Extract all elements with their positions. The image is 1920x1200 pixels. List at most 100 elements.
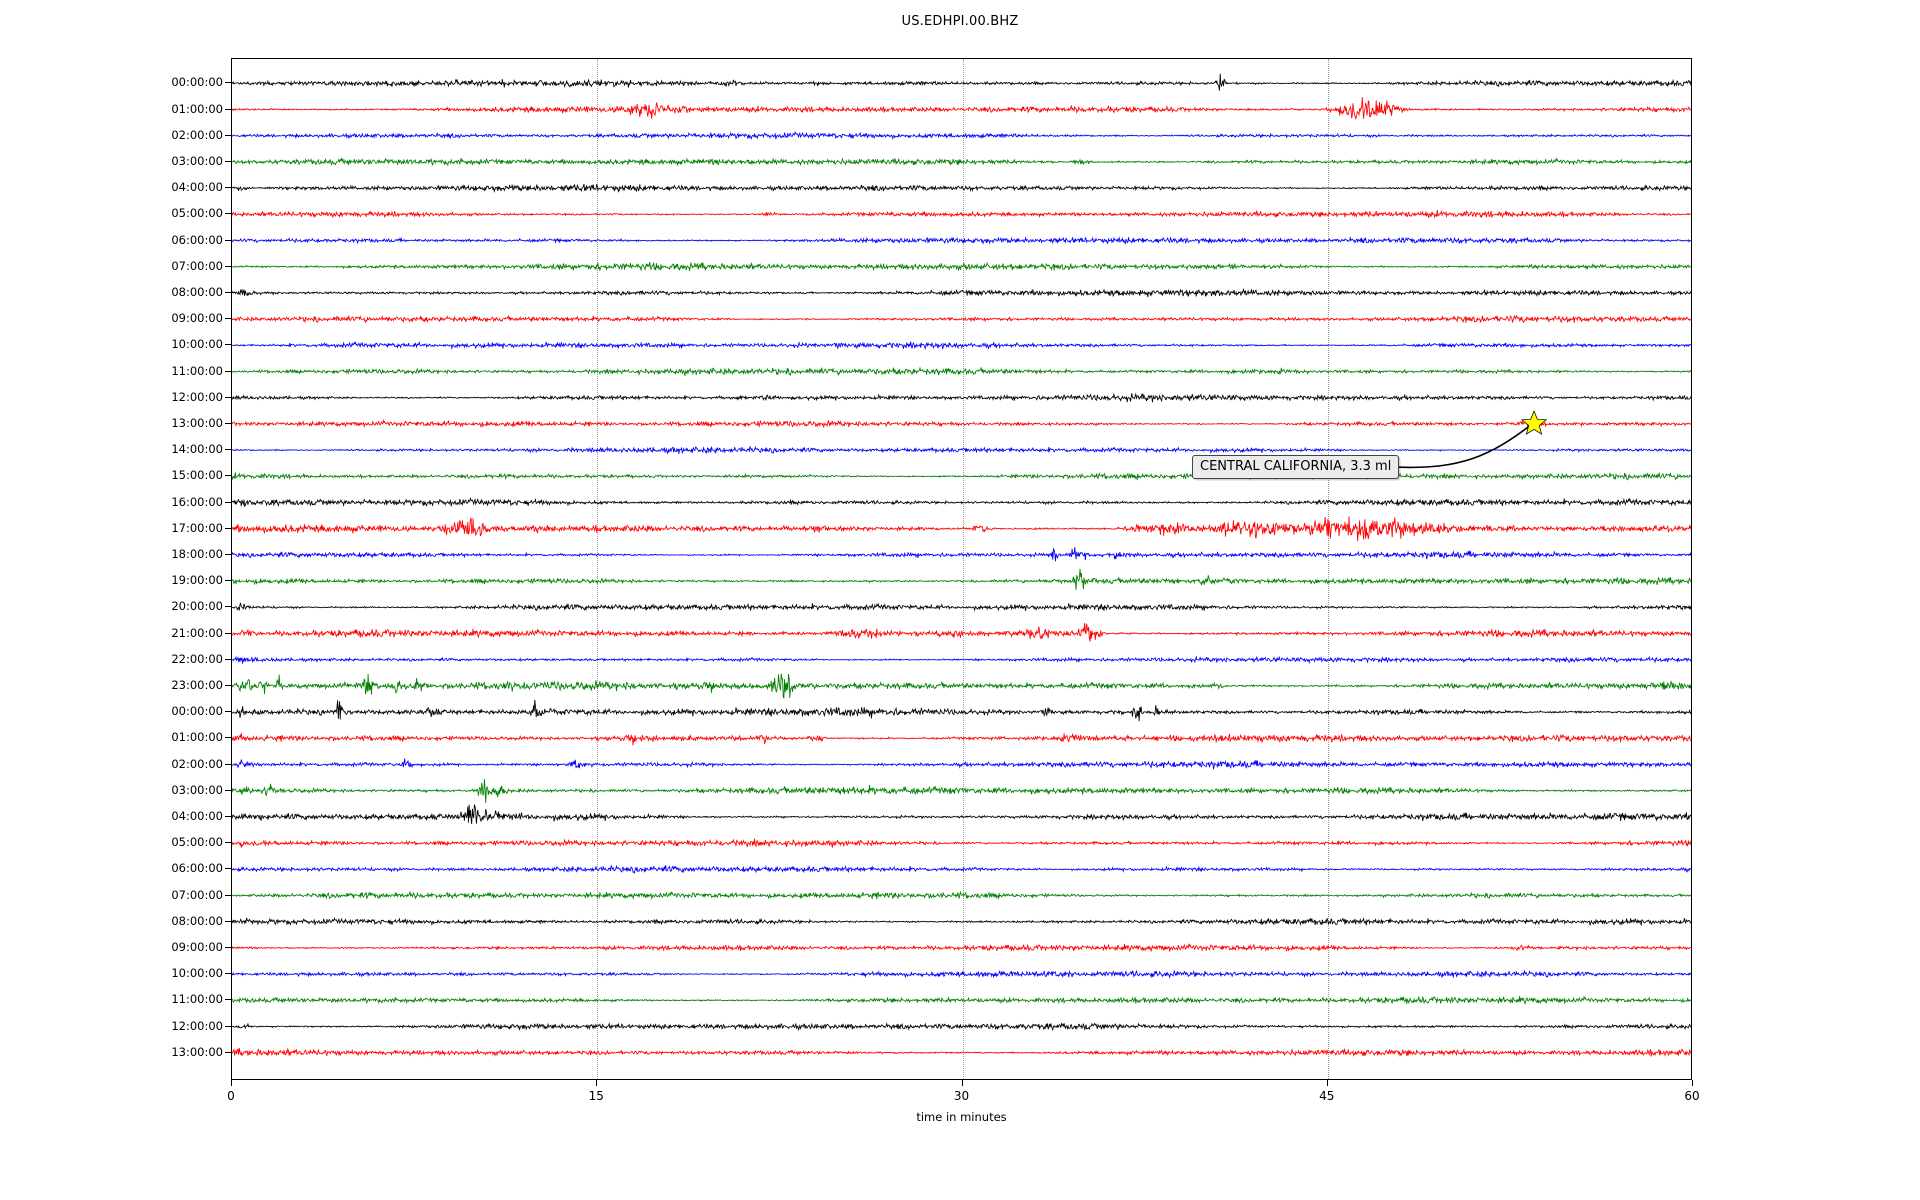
y-tick-mark (225, 894, 231, 896)
y-tick-label: 21:00:00 (171, 625, 223, 640)
y-tick-mark (225, 396, 231, 398)
y-tick-mark (225, 868, 231, 870)
x-tick-label: 15 (588, 1089, 604, 1103)
y-tick-label: 03:00:00 (171, 782, 223, 797)
y-tick-label: 07:00:00 (171, 887, 223, 902)
seismic-trace (232, 673, 1691, 699)
y-tick-mark (225, 711, 231, 713)
y-tick-label: 02:00:00 (171, 756, 223, 771)
x-axis-title: time in minutes (916, 1110, 1007, 1124)
seismic-trace (232, 622, 1691, 642)
y-tick-label: 11:00:00 (171, 363, 223, 378)
seismic-trace (232, 602, 1691, 612)
x-tick-mark (1692, 1080, 1693, 1086)
seismic-trace (232, 209, 1691, 219)
seismic-trace (232, 445, 1691, 455)
y-tick-label: 01:00:00 (171, 730, 223, 745)
y-tick-mark (225, 82, 231, 84)
y-tick-mark (225, 632, 231, 634)
y-tick-label: 16:00:00 (171, 494, 223, 509)
y-tick-mark (225, 580, 231, 582)
y-tick-label: 08:00:00 (171, 284, 223, 299)
gridline-x-15 (597, 59, 599, 1079)
seismic-trace (232, 758, 1691, 770)
seismic-trace (232, 699, 1691, 722)
seismic-traces (232, 73, 1691, 1058)
y-tick-label: 06:00:00 (171, 232, 223, 247)
seismic-trace (232, 779, 1691, 804)
seismic-trace (232, 890, 1691, 900)
plot-area (231, 58, 1692, 1080)
seismic-trace (232, 366, 1691, 377)
y-tick-mark (225, 842, 231, 844)
y-tick-mark (225, 239, 231, 241)
y-tick-mark (225, 134, 231, 136)
x-tick-mark (231, 1080, 232, 1086)
y-tick-label: 14:00:00 (171, 442, 223, 457)
event-annotation-label: CENTRAL CALIFORNIA, 3.3 ml (1192, 455, 1400, 480)
y-tick-label: 00:00:00 (171, 704, 223, 719)
y-tick-label: 03:00:00 (171, 153, 223, 168)
seismic-trace (232, 97, 1691, 120)
y-tick-label: 19:00:00 (171, 573, 223, 588)
seismic-trace (232, 969, 1691, 979)
y-tick-label: 06:00:00 (171, 861, 223, 876)
y-tick-label: 20:00:00 (171, 599, 223, 614)
y-tick-mark (225, 920, 231, 922)
y-tick-mark (225, 1051, 231, 1053)
seismic-trace (232, 236, 1691, 246)
x-tick-mark (1326, 1080, 1328, 1086)
y-tick-label: 10:00:00 (171, 337, 223, 352)
y-tick-label: 02:00:00 (171, 127, 223, 142)
y-tick-label: 11:00:00 (171, 992, 223, 1007)
y-tick-label: 15:00:00 (171, 468, 223, 483)
annotation-leader-line (1399, 422, 1535, 469)
x-tick-mark (596, 1080, 598, 1086)
seismic-trace (232, 1047, 1691, 1058)
y-tick-mark (225, 213, 231, 215)
seismic-trace (232, 261, 1691, 272)
seismic-trace (232, 864, 1691, 875)
y-tick-label: 17:00:00 (171, 520, 223, 535)
y-tick-label: 13:00:00 (171, 415, 223, 430)
y-tick-mark (225, 265, 231, 267)
y-tick-label: 10:00:00 (171, 966, 223, 981)
y-tick-label: 12:00:00 (171, 389, 223, 404)
y-tick-label: 04:00:00 (171, 808, 223, 823)
seismic-trace (232, 732, 1691, 746)
y-tick-mark (225, 815, 231, 817)
y-tick-mark (225, 527, 231, 529)
x-tick-mark (961, 1080, 963, 1086)
y-tick-mark (225, 160, 231, 162)
y-tick-mark (225, 318, 231, 320)
y-tick-mark (225, 789, 231, 791)
y-tick-label: 01:00:00 (171, 101, 223, 116)
y-tick-label: 07:00:00 (171, 258, 223, 273)
y-tick-label: 13:00:00 (171, 1044, 223, 1059)
y-tick-label: 08:00:00 (171, 913, 223, 928)
y-tick-mark (225, 999, 231, 1001)
seismic-trace (232, 995, 1691, 1005)
seismic-trace (232, 471, 1691, 481)
y-tick-mark (225, 1025, 231, 1027)
gridline-x-45 (1327, 59, 1329, 1079)
seismic-trace (232, 287, 1691, 298)
seismic-trace (232, 392, 1691, 403)
seismic-trace (232, 183, 1691, 193)
y-tick-mark (225, 606, 231, 608)
seismic-trace (232, 73, 1691, 91)
y-tick-label: 22:00:00 (171, 651, 223, 666)
seismic-trace (232, 340, 1691, 351)
y-tick-mark (225, 344, 231, 346)
y-tick-label: 18:00:00 (171, 546, 223, 561)
y-tick-label: 12:00:00 (171, 1018, 223, 1033)
y-tick-mark (225, 475, 231, 477)
y-tick-mark (225, 763, 231, 765)
seismic-trace (232, 157, 1691, 167)
y-tick-mark (225, 684, 231, 686)
x-tick-label: 45 (1319, 1089, 1335, 1103)
seismic-trace (232, 516, 1691, 542)
earthquake-star-icon (1520, 409, 1547, 435)
y-tick-mark (225, 553, 231, 555)
